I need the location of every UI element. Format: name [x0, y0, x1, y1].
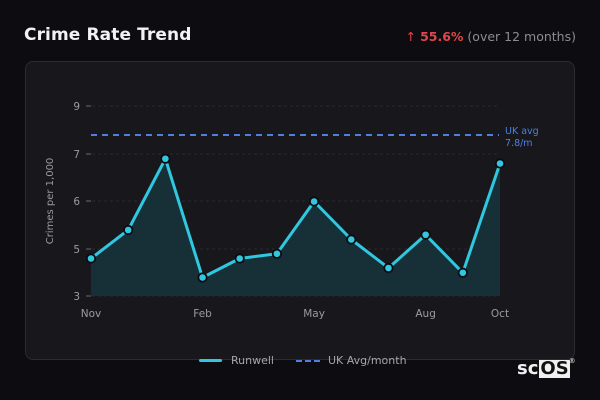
legend-item-uk-avg[interactable]: UK Avg/month [296, 354, 407, 367]
uk-avg-annotation-line1: UK avg [505, 126, 539, 137]
chart-legend: Runwell UK Avg/month [0, 354, 600, 370]
uk-avg-annotation-line2: 7.8/m [505, 138, 533, 149]
series-line-runwell [90, 157, 502, 279]
data-point[interactable] [420, 229, 431, 240]
y-tick-label: 5 [73, 244, 80, 256]
y-tick-label: 3 [73, 291, 80, 303]
legend-label-uk-avg: UK Avg/month [328, 354, 407, 367]
logo-boxed-text: OS [539, 357, 570, 379]
x-tick-label: Aug [415, 308, 436, 320]
data-point[interactable] [160, 153, 171, 164]
y-axis: 9 7 6 5 3 [73, 101, 91, 303]
dashed-line-swatch-icon [296, 359, 320, 362]
legend-label-runwell: Runwell [231, 354, 274, 367]
data-point[interactable] [383, 262, 394, 274]
data-point[interactable] [197, 272, 208, 283]
data-point[interactable] [85, 253, 97, 264]
change-period: (over 12 months) [467, 29, 576, 44]
trend-change-summary: ↑ 55.6% (over 12 months) [406, 29, 576, 44]
data-point[interactable] [494, 158, 506, 169]
data-points [85, 153, 506, 283]
registered-mark-icon: ® [568, 357, 576, 365]
data-point[interactable] [123, 224, 134, 236]
page-title: Crime Rate Trend [24, 25, 192, 45]
data-point[interactable] [457, 267, 468, 278]
arrow-up-icon: ↑ [405, 29, 417, 44]
change-percentage: 55.6% [420, 29, 464, 44]
x-tick-label: Feb [193, 308, 212, 320]
data-point[interactable] [346, 234, 357, 245]
data-point[interactable] [271, 248, 283, 259]
data-point[interactable] [234, 253, 245, 264]
y-axis-label: Crimes per 1,000 [45, 158, 56, 245]
x-axis: Nov Feb May Aug Oct [81, 308, 509, 320]
legend-item-runwell[interactable]: Runwell [199, 354, 274, 367]
y-tick-label: 6 [73, 196, 80, 208]
x-tick-label: Oct [491, 308, 509, 320]
scos-logo: sc OS ® [517, 357, 576, 379]
data-point[interactable] [308, 196, 320, 207]
x-tick-label: May [303, 308, 325, 320]
x-tick-label: Nov [81, 308, 102, 320]
y-tick-label: 7 [73, 149, 80, 161]
logo-prefix: sc [517, 358, 539, 379]
y-tick-label: 9 [73, 101, 80, 113]
solid-line-swatch-icon [199, 359, 222, 362]
